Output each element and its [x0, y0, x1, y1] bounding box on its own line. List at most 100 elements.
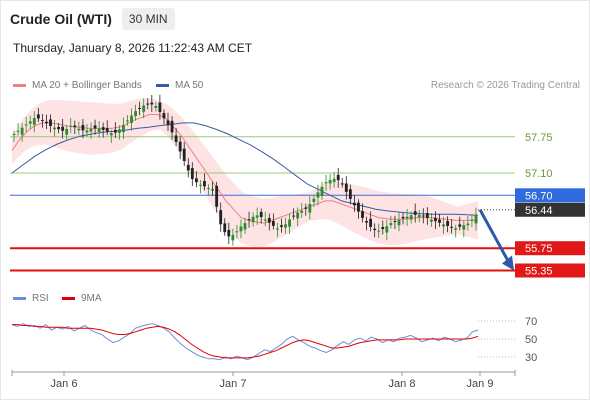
candle-body-80: [336, 174, 340, 181]
candle-body-98: [409, 215, 413, 220]
candle-body-87: [365, 221, 368, 223]
candle-body-37: [162, 113, 166, 119]
candle-body-88: [369, 218, 373, 227]
candle-body-16: [77, 128, 81, 131]
candle-body-107: [446, 220, 450, 226]
candle-body-28: [126, 120, 129, 122]
candle-body-54: [231, 234, 235, 241]
rsi-line: [11, 323, 479, 361]
candle-body-66: [280, 225, 283, 227]
candle-body-24: [109, 133, 113, 136]
candle-body-10: [53, 127, 56, 130]
candle-body-12: [61, 126, 65, 131]
candle-body-74: [312, 198, 316, 202]
candle-body-91: [381, 227, 385, 230]
level-label-4: 55.35: [525, 266, 553, 278]
candle-body-20: [93, 125, 97, 129]
level-tag-2: [515, 188, 585, 203]
candle-body-85: [357, 202, 360, 212]
candle-body-29: [130, 115, 133, 123]
candle-body-111: [462, 225, 466, 230]
forecast-arrow-shaft: [478, 209, 512, 266]
rsi-ma-label: 9MA: [81, 293, 102, 304]
candle-body-41: [178, 141, 182, 152]
candle-body-108: [450, 226, 454, 228]
candle-body-0: [12, 134, 16, 135]
candle-body-94: [393, 220, 397, 222]
candle-body-26: [117, 129, 121, 134]
candle-body-23: [105, 128, 109, 132]
candle-body-55: [235, 231, 239, 233]
candle-body-95: [397, 219, 401, 226]
level-label-2: 56.70: [525, 190, 553, 202]
bollinger-band: [12, 98, 478, 247]
candle-body-52: [223, 223, 227, 233]
candle-body-43: [186, 164, 190, 171]
legend-rsi-ma: 9MA: [62, 293, 102, 304]
candle-body-109: [454, 228, 458, 230]
research-credit: Research © 2026 Trading Central: [430, 80, 580, 91]
x-tick-label-1: Jan 7: [220, 378, 247, 390]
candle-body-67: [284, 224, 287, 228]
candle-body-89: [373, 228, 377, 231]
rsi-ma-line: [12, 324, 479, 359]
candle-body-104: [434, 217, 437, 222]
candle-body-42: [182, 148, 186, 161]
candle-body-7: [40, 119, 44, 121]
candle-body-19: [89, 128, 93, 132]
candle-body-53: [227, 229, 231, 237]
candle-body-34: [150, 102, 154, 105]
candle-body-82: [344, 183, 348, 192]
candle-body-65: [275, 228, 279, 230]
candle-body-96: [401, 216, 405, 219]
candle-body-61: [259, 211, 263, 217]
candle-body-33: [146, 103, 150, 105]
candle-body-48: [207, 187, 210, 189]
rsi-ma-swatch: [62, 297, 75, 300]
candle-body-72: [304, 207, 308, 209]
candle-body-62: [263, 219, 267, 221]
chart-header: Crude Oil (WTI) 30 MIN: [10, 7, 175, 31]
candle-body-51: [219, 210, 223, 225]
ma50-label: MA 50: [175, 80, 204, 91]
rsi-tick-2: 30: [525, 352, 537, 364]
candle-body-40: [174, 135, 178, 142]
candle-body-44: [190, 168, 194, 180]
candle-body-35: [154, 106, 158, 109]
candle-body-39: [170, 120, 174, 133]
candle-body-27: [122, 125, 125, 133]
candle-body-49: [211, 189, 215, 191]
candle-body-60: [255, 215, 259, 218]
legend-ma20: MA 20 + Bollinger Bands: [13, 80, 142, 91]
candle-body-79: [332, 178, 336, 182]
candle-body-32: [142, 105, 146, 112]
candle-body-36: [158, 102, 162, 113]
candle-body-63: [267, 218, 271, 223]
candle-body-113: [470, 219, 474, 221]
timeframe-button[interactable]: 30 MIN: [121, 8, 175, 30]
forecast-arrowhead: [502, 255, 514, 271]
candle-body-30: [134, 111, 138, 117]
level-label-1: 57.10: [525, 168, 553, 180]
candle-body-101: [421, 215, 425, 217]
candle-body-46: [199, 184, 202, 186]
candle-body-77: [324, 182, 328, 184]
legend-ma50: MA 50: [156, 80, 203, 91]
ma20-label: MA 20 + Bollinger Bands: [32, 80, 142, 91]
candle-body-64: [271, 220, 275, 226]
candle-body-9: [49, 119, 52, 127]
candle-body-100: [417, 214, 421, 218]
candle-body-75: [316, 192, 320, 198]
candle-body-57: [243, 223, 247, 230]
rsi-label: RSI: [32, 293, 49, 304]
level-label-3: 55.75: [525, 243, 553, 255]
legend-rsi: RSI: [13, 293, 49, 304]
x-tick-label-2: Jan 8: [389, 378, 416, 390]
ma20-swatch: [13, 84, 26, 87]
candle-body-8: [45, 121, 48, 124]
instrument-title: Crude Oil (WTI): [10, 11, 112, 27]
candle-body-99: [413, 211, 417, 215]
candle-body-71: [300, 210, 304, 213]
candle-body-22: [101, 127, 105, 130]
